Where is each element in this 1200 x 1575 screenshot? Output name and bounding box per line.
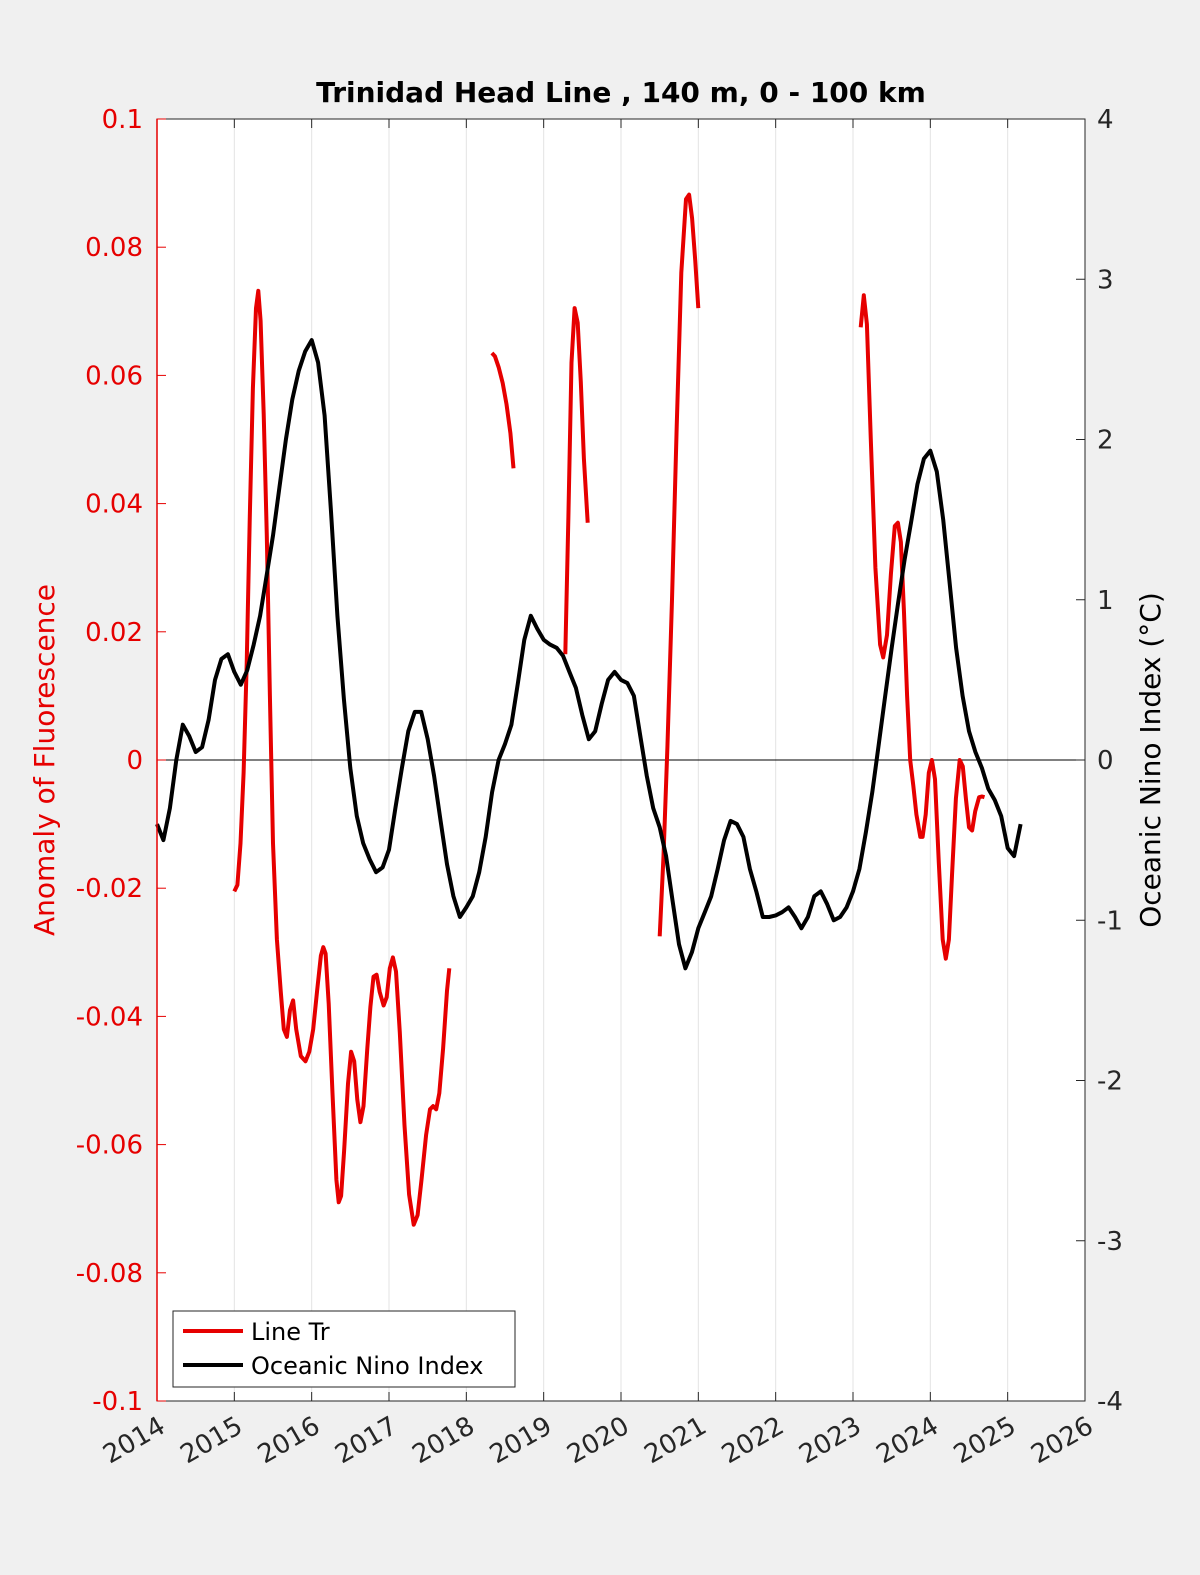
y-left-tick-label: 0.02 <box>85 618 143 648</box>
y-left-tick-label: 0.08 <box>85 233 143 263</box>
y-left-tick-label: -0.08 <box>76 1259 143 1289</box>
series-line-tr-segment <box>490 351 516 469</box>
y-right-tick-label: 0 <box>1097 746 1114 776</box>
series-line-tr-segment <box>563 306 590 655</box>
y-right-tick-label: 4 <box>1097 105 1114 135</box>
y-right-tick-label: -3 <box>1097 1227 1123 1257</box>
y-left-tick-label: -0.06 <box>76 1131 143 1161</box>
y-right-tick-label: 3 <box>1097 265 1114 295</box>
y-left-tick-label: 0.1 <box>102 105 143 135</box>
legend: Line Tr Oceanic Nino Index <box>172 1310 516 1388</box>
legend-box <box>172 1310 516 1388</box>
y-right-tick-label: 1 <box>1097 586 1114 616</box>
chart-title: Trinidad Head Line , 140 m, 0 - 100 km <box>316 76 926 109</box>
series-line-tr-segment <box>657 192 701 937</box>
series-oni-line <box>155 338 1023 971</box>
y-left-tick-label: -0.1 <box>92 1387 143 1417</box>
series-line-tr-segment <box>858 293 986 961</box>
y-right-tick-label: 2 <box>1097 426 1114 456</box>
legend-label-line-tr: Line Tr <box>251 1318 330 1346</box>
series-layer <box>155 192 1023 1227</box>
y-left-tick-label: -0.04 <box>76 1002 143 1032</box>
legend-label-oni: Oceanic Nino Index <box>251 1352 483 1380</box>
y-right-tick-label: -4 <box>1097 1387 1123 1417</box>
y-right-tick-label: -2 <box>1097 1067 1123 1097</box>
y-axis-left-label: Anomaly of Fluorescence <box>28 584 61 936</box>
y-left-tick-label: -0.02 <box>76 874 143 904</box>
y-left-tick-label: 0.06 <box>85 361 143 391</box>
y-left-tick-label: 0.04 <box>85 490 143 520</box>
y-axis-right-label: Oceanic Nino Index (°C) <box>1134 592 1167 928</box>
y-right-tick-label: -1 <box>1097 906 1123 936</box>
y-left-tick-label: 0 <box>126 746 143 776</box>
series-line-tr-segment <box>232 288 452 1227</box>
